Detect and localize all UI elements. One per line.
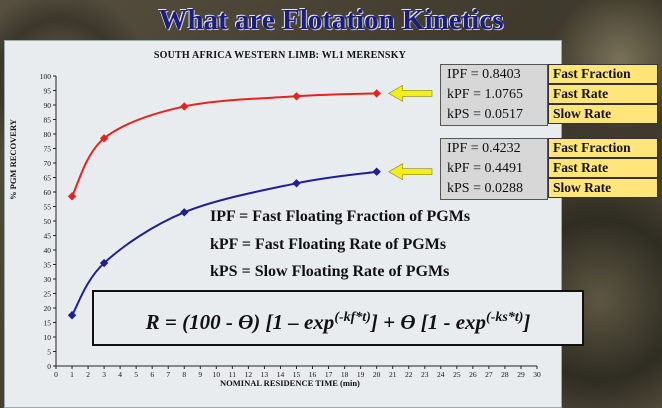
equation-exponent-1: (-kf*t) bbox=[334, 310, 371, 325]
data-point bbox=[99, 134, 109, 143]
y-tick-label: 40 bbox=[44, 246, 52, 255]
param-box-blue: IPF = 0.4232 kPF = 0.4491 kPS = 0.0288 bbox=[440, 138, 548, 200]
y-tick-label: 30 bbox=[44, 275, 52, 284]
x-tick-label: 29 bbox=[517, 370, 525, 379]
param-ipf: IPF = 0.4232 bbox=[447, 141, 521, 156]
y-axis-label: % PGM RECOVERY bbox=[8, 119, 18, 200]
data-point bbox=[292, 179, 301, 188]
y-tick-label: 15 bbox=[44, 319, 52, 328]
data-point bbox=[292, 92, 301, 101]
data-point bbox=[180, 208, 189, 217]
x-tick-label: 10 bbox=[213, 370, 221, 379]
y-tick-label: 95 bbox=[44, 87, 52, 96]
arrow-icon-0 bbox=[388, 84, 433, 102]
equation-part-2: ] + ϴ [1 - exp bbox=[370, 310, 487, 334]
data-point bbox=[67, 311, 77, 320]
y-tick-label: 35 bbox=[44, 261, 52, 270]
param-ipf: IPF = 0.8403 bbox=[447, 67, 521, 82]
x-tick-label: 7 bbox=[166, 370, 170, 379]
x-tick-label: 26 bbox=[469, 370, 477, 379]
y-tick-label: 25 bbox=[44, 290, 52, 299]
label-fast-fraction: Fast Fraction bbox=[548, 64, 658, 84]
label-slow-rate: Slow Rate bbox=[548, 178, 658, 198]
arrow-icon-1 bbox=[388, 163, 433, 181]
y-tick-label: 0 bbox=[47, 362, 51, 371]
equation-part-1: R = (100 - ϴ) [1 – exp bbox=[145, 310, 335, 334]
x-tick-label: 2 bbox=[86, 370, 90, 379]
param-kps: kPS = 0.0288 bbox=[447, 181, 523, 196]
slide-title: What are Flotation Kinetics bbox=[158, 4, 504, 36]
label-fast-fraction: Fast Fraction bbox=[548, 138, 658, 158]
y-tick-label: 70 bbox=[44, 159, 52, 168]
label-fast-rate: Fast Rate bbox=[548, 84, 658, 104]
x-tick-label: 4 bbox=[118, 370, 122, 379]
param-kpf: kPF = 0.4491 bbox=[447, 161, 523, 176]
data-point bbox=[99, 258, 109, 268]
x-tick-label: 20 bbox=[373, 370, 381, 379]
definition-kpf: kPF = Fast Floating Rate of PGMs bbox=[210, 236, 447, 253]
x-tick-label: 22 bbox=[405, 370, 413, 379]
data-point bbox=[67, 192, 77, 201]
y-tick-label: 55 bbox=[44, 203, 52, 212]
x-tick-label: 15 bbox=[293, 370, 301, 379]
chart-series bbox=[67, 89, 381, 320]
label-slow-rate: Slow Rate bbox=[548, 104, 658, 124]
y-tick-label: 85 bbox=[44, 116, 52, 125]
y-tick-label: 80 bbox=[44, 130, 52, 139]
definition-kps: kPS = Slow Floating Rate of PGMs bbox=[210, 263, 450, 280]
x-tick-label: 16 bbox=[309, 370, 317, 379]
y-tick-label: 90 bbox=[44, 101, 52, 110]
x-tick-label: 19 bbox=[357, 370, 365, 379]
y-tick-label: 10 bbox=[44, 333, 52, 342]
y-tick-label: 45 bbox=[44, 232, 52, 241]
y-tick-label: 5 bbox=[47, 348, 51, 357]
kinetics-equation: R = (100 - ϴ) [1 – exp(-kf*t)] + ϴ [1 - … bbox=[92, 290, 584, 346]
x-tick-label: 13 bbox=[261, 370, 269, 379]
data-point bbox=[372, 89, 381, 98]
y-tick-label: 65 bbox=[44, 174, 52, 183]
y-tick-label: 20 bbox=[44, 304, 52, 313]
x-tick-label: 30 bbox=[533, 370, 541, 379]
x-tick-label: 24 bbox=[437, 370, 445, 379]
x-tick-label: 5 bbox=[134, 370, 138, 379]
param-kpf: kPF = 1.0765 bbox=[447, 87, 523, 102]
chart-title: SOUTH AFRICA WESTERN LIMB: WL1 MERENSKY bbox=[153, 50, 407, 61]
x-tick-label: 8 bbox=[182, 370, 186, 379]
y-tick-label: 60 bbox=[44, 188, 52, 197]
data-point bbox=[372, 167, 381, 176]
x-tick-label: 6 bbox=[150, 370, 154, 379]
chart-axes: 0510152025303540455055606570758085909510… bbox=[40, 72, 541, 379]
equation-exponent-2: (-ks*t) bbox=[486, 310, 524, 325]
x-tick-label: 3 bbox=[102, 370, 106, 379]
x-tick-label: 0 bbox=[54, 370, 58, 379]
label-fast-rate: Fast Rate bbox=[548, 158, 658, 178]
definition-ipf: IPF = Fast Floating Fraction of PGMs bbox=[210, 208, 471, 225]
x-tick-label: 12 bbox=[245, 370, 253, 379]
equation-part-3: ] bbox=[523, 310, 531, 334]
data-point bbox=[180, 102, 189, 111]
x-tick-label: 11 bbox=[229, 370, 236, 379]
x-tick-label: 14 bbox=[277, 370, 285, 379]
x-tick-label: 27 bbox=[485, 370, 493, 379]
x-tick-label: 9 bbox=[198, 370, 202, 379]
chart-arrows bbox=[388, 84, 433, 181]
x-tick-label: 25 bbox=[453, 370, 461, 379]
series-line-1 bbox=[71, 170, 377, 316]
y-tick-label: 75 bbox=[44, 145, 52, 154]
x-tick-label: 17 bbox=[325, 370, 333, 379]
y-tick-label: 50 bbox=[44, 217, 52, 226]
param-box-red: IPF = 0.8403 kPF = 1.0765 kPS = 0.0517 bbox=[440, 64, 548, 126]
y-tick-label: 100 bbox=[40, 72, 52, 81]
param-kps: kPS = 0.0517 bbox=[447, 107, 523, 122]
x-tick-label: 1 bbox=[70, 370, 74, 379]
x-tick-label: 18 bbox=[341, 370, 349, 379]
x-axis-label: NOMINAL RESIDENCE TIME (min) bbox=[220, 378, 360, 388]
x-tick-label: 28 bbox=[501, 370, 509, 379]
series-line-0 bbox=[71, 92, 377, 197]
x-tick-label: 23 bbox=[421, 370, 429, 379]
x-tick-label: 21 bbox=[389, 370, 397, 379]
